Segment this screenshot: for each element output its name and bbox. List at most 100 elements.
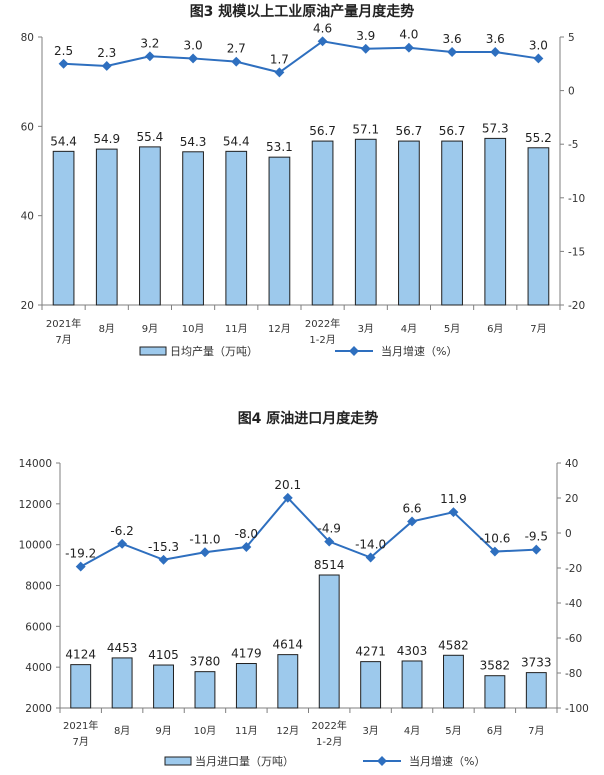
line-point-marker — [58, 58, 69, 69]
bar-value-label: 57.3 — [482, 121, 509, 135]
chart-title: 图3 规模以上工业原油产量月度走势 — [190, 3, 415, 20]
line-value-label: 4.6 — [313, 21, 332, 35]
x-category-label: 2022年 — [311, 719, 346, 732]
bar — [398, 140, 420, 306]
right-tick-label: -10 — [568, 193, 585, 205]
legend-bar-swatch — [139, 346, 167, 356]
right-tick-label: -60 — [565, 633, 582, 645]
line-value-label: 3.9 — [356, 29, 375, 43]
left-tick-label: 20 — [21, 300, 34, 312]
bar — [182, 151, 204, 306]
x-category-label: 4月 — [401, 323, 417, 335]
line-value-label: -6.2 — [110, 524, 133, 538]
x-category-label: 1-2月 — [309, 334, 335, 346]
line-point-marker — [200, 547, 210, 558]
left-tick-label: 10000 — [19, 540, 52, 552]
x-category-label: 5月 — [445, 725, 461, 737]
bar — [277, 654, 299, 709]
left-tick-label: 60 — [21, 121, 34, 133]
line-point-marker — [365, 552, 376, 563]
chart-crude-oil-output: 图3 规模以上工业原油产量月度走势 20406080-20-15-10-5055… — [21, 3, 586, 358]
legend-line-label: 当月增速（%） — [381, 344, 457, 358]
legend-line-marker — [349, 346, 359, 356]
x-category-label: 1-2月 — [316, 736, 342, 748]
bar-value-label: 4124 — [65, 648, 96, 662]
line-value-label: 2.7 — [227, 42, 246, 56]
line-value-label: 2.5 — [54, 44, 73, 58]
x-category-label: 5月 — [444, 323, 460, 335]
line-value-label: 3.6 — [443, 32, 462, 46]
bar — [311, 140, 334, 306]
plot-area: 2000 4000 6000 8000 10000 12000 14000 -100 -80 -6… — [19, 458, 589, 768]
bar — [318, 574, 340, 709]
line-point-marker — [447, 47, 458, 57]
x-category-label: 7月 — [528, 725, 544, 737]
line-value-label: -11.0 — [189, 532, 220, 546]
left-tick-label: 14000 — [19, 458, 52, 470]
x-category-label: 7月 — [55, 334, 71, 346]
line-value-label: 6.6 — [402, 501, 421, 515]
line-point-marker — [144, 51, 155, 62]
line-point-marker — [231, 56, 242, 67]
line-value-label: 3.0 — [529, 38, 548, 52]
bar — [235, 663, 257, 709]
line-value-label: 11.9 — [440, 492, 467, 506]
x-category-label: 11月 — [225, 323, 248, 335]
bar — [194, 671, 216, 709]
line-point-marker — [403, 42, 414, 53]
right-tick-label: -5 — [568, 139, 578, 151]
bar-value-label: 4271 — [355, 645, 386, 659]
bar-value-label: 55.2 — [525, 131, 552, 145]
legend-line-marker — [377, 756, 387, 766]
line-value-label: 1.7 — [270, 52, 289, 66]
bar — [484, 137, 507, 306]
bar-value-label: 4453 — [107, 641, 138, 655]
right-tick-label: 5 — [568, 32, 575, 44]
bar — [484, 675, 506, 709]
right-tick-label: -40 — [565, 598, 582, 610]
x-category-label: 8月 — [114, 725, 130, 737]
bar-value-label: 54.4 — [50, 134, 77, 148]
line-point-marker — [188, 53, 199, 64]
left-tick-label: 12000 — [19, 499, 52, 511]
bar — [360, 661, 382, 709]
line-value-label: -8.0 — [235, 527, 258, 541]
growth-line — [63, 40, 539, 74]
x-category-label: 2021年 — [63, 719, 98, 732]
bar-value-label: 56.7 — [439, 124, 466, 138]
x-category-label: 12月 — [268, 323, 291, 335]
line-point-marker — [101, 60, 112, 71]
bar — [354, 138, 377, 306]
left-tick-label: 4000 — [25, 662, 52, 674]
x-category-label: 4月 — [404, 725, 420, 737]
bar-value-label: 56.7 — [309, 124, 336, 138]
bar-value-label: 4179 — [231, 647, 262, 661]
bar — [95, 148, 118, 306]
bar — [401, 660, 423, 709]
x-category-label: 12月 — [276, 725, 299, 737]
right-tick-label: 20 — [565, 493, 578, 505]
right-tick-label: -20 — [565, 563, 582, 575]
right-tick-label: 0 — [568, 86, 575, 98]
line-value-label: 3.0 — [184, 38, 203, 52]
line-value-label: -14.0 — [355, 538, 386, 552]
x-category-label: 11月 — [235, 725, 258, 737]
right-tick-label: 0 — [565, 528, 572, 540]
line-value-label: -15.3 — [148, 540, 179, 554]
bar-value-label: 53.1 — [266, 140, 293, 154]
x-category-label: 6月 — [487, 725, 503, 737]
x-category-label: 8月 — [99, 323, 115, 335]
chart-crude-oil-imports: 图4 原油进口月度走势 2000 4000 6000 8000 10000 12000 14… — [19, 410, 589, 768]
right-tick-label: 40 — [565, 458, 578, 470]
left-tick-label: 8000 — [25, 581, 52, 593]
legend-bar-label: 当月进口量（万吨） — [195, 754, 294, 768]
line-point-marker — [360, 43, 371, 54]
bar-value-label: 56.7 — [396, 124, 423, 138]
line-value-label: 20.1 — [274, 478, 301, 492]
chart-title: 图4 原油进口月度走势 — [238, 410, 379, 427]
line-point-marker — [117, 538, 128, 549]
legend-bar-swatch — [164, 756, 192, 766]
plot-area: 20 40 60 80 -20 -15 -10 -5 0 5 54.4 54.9 55.4 54.3 54.… — [21, 21, 586, 358]
line-point-marker — [75, 561, 86, 572]
left-tick-label: 2000 — [25, 703, 52, 715]
